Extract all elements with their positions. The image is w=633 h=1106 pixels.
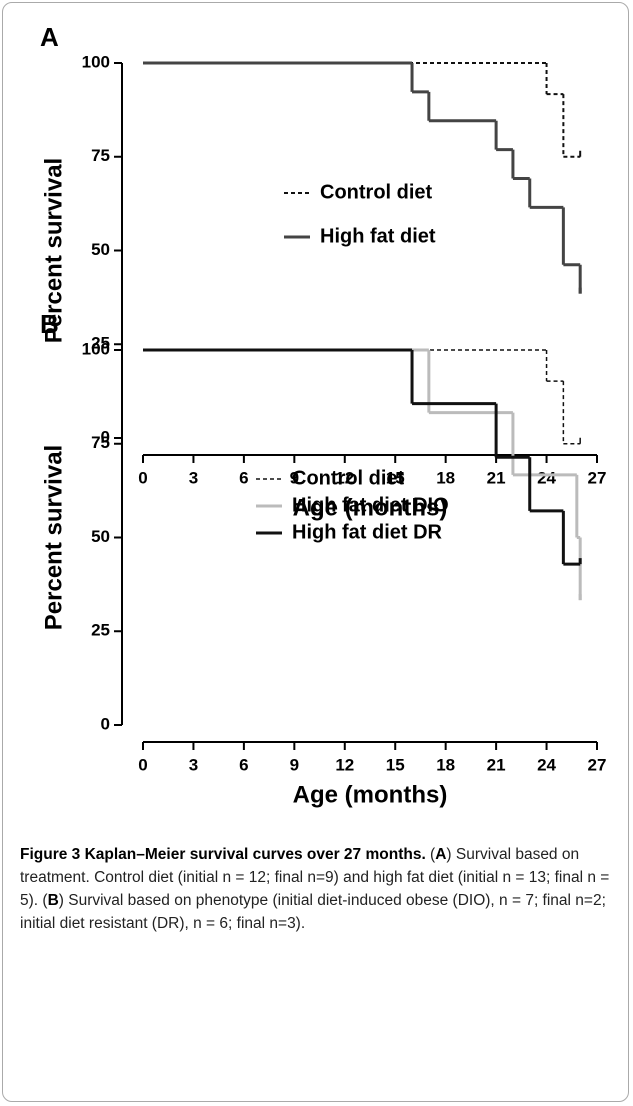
panel-label: A [40,22,59,52]
y-tick-label: 0 [101,714,110,733]
y-tick-label: 75 [91,146,110,165]
x-tick-label: 15 [386,755,405,774]
legend-label: Control diet [292,467,405,489]
x-tick-label: 24 [537,468,556,487]
x-tick-label: 18 [436,468,455,487]
x-tick-label: 24 [537,755,556,774]
panel-label: B [40,309,59,339]
y-tick-label: 25 [91,334,110,353]
x-tick-label: 12 [335,755,354,774]
y-axis-title: Percent survival [40,445,67,630]
x-tick-label: 0 [138,468,147,487]
y-tick-label: 0 [101,427,110,446]
x-tick-label: 0 [138,755,147,774]
legend-label: High fat diet DIO [292,494,449,516]
legend-label: High fat diet [320,225,436,247]
x-tick-label: 9 [290,755,299,774]
caption-text: ) Survival based on treatment. Control d… [20,846,610,909]
x-tick-label: 3 [189,755,198,774]
y-tick-label: 50 [91,527,110,546]
caption-text: Figure 3 Kaplan–Meier survival curves ov… [20,846,426,863]
x-axis-title: Age (months) [293,494,448,521]
x-tick-label: 12 [335,468,354,487]
caption-text: A [435,846,447,863]
legend-label: High fat diet DR [292,521,443,543]
x-tick-label: 27 [588,468,607,487]
x-tick-label: 6 [239,468,248,487]
y-tick-label: 75 [91,433,110,452]
x-tick-label: 18 [436,755,455,774]
y-tick-label: 50 [91,240,110,259]
legend-label: Control diet [320,181,433,203]
x-tick-label: 3 [189,468,198,487]
y-tick-label: 100 [82,52,110,71]
caption-text: B [47,892,59,909]
figure: A 0 25 50 75 100 0 3 6 9 12 15 18 21 24 27 Age (months) P… [40,22,607,808]
caption-text: ) Survival based on phenotype (initial d… [20,892,606,932]
x-tick-label: 15 [386,468,405,487]
x-tick-label: 27 [588,755,607,774]
y-tick-label: 25 [91,621,110,640]
y-tick-label: 100 [82,339,110,358]
x-tick-label: 9 [290,468,299,487]
caption-text: ( [425,846,436,863]
x-axis-title: Age (months) [293,781,448,808]
caption: Figure 3 Kaplan–Meier survival curves ov… [20,843,616,935]
x-tick-label: 21 [487,755,506,774]
x-tick-label: 21 [487,468,506,487]
x-tick-label: 6 [239,755,248,774]
y-axis-title: Percent survival [40,158,67,343]
